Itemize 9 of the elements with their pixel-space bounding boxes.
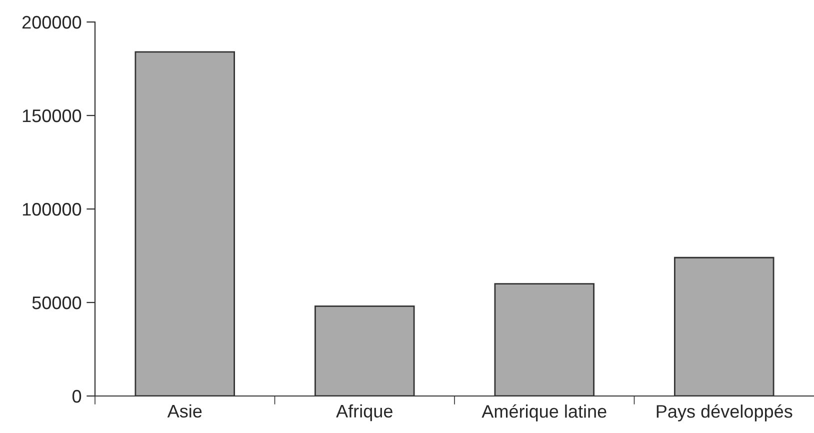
x-tick-label: Afrique	[336, 404, 392, 422]
y-tick-label: 200000	[22, 16, 82, 29]
x-tick-label: Amérique latine	[482, 404, 606, 422]
y-tick-label: 0	[72, 390, 82, 403]
y-tick-label: 100000	[22, 202, 82, 216]
x-tick-label: Pays développés	[656, 404, 792, 422]
y-tick-label: 50000	[32, 296, 82, 310]
y-tick-label: 150000	[22, 109, 82, 122]
x-tick-label: Asie	[167, 404, 202, 418]
